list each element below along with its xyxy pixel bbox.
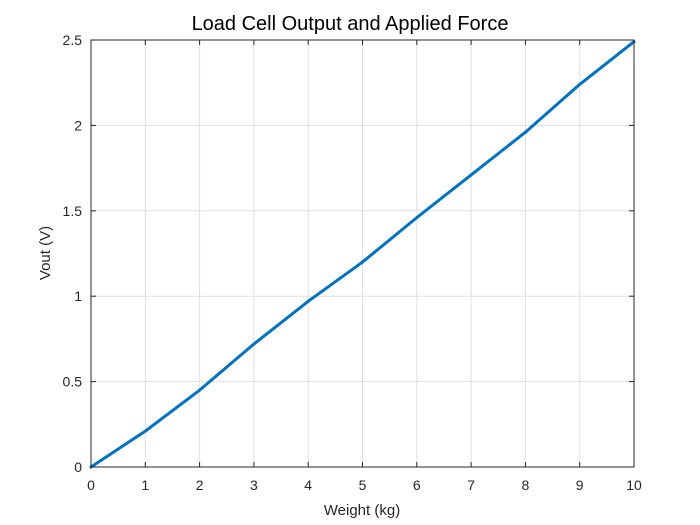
- y-axis-label: Vout (V): [37, 226, 54, 280]
- data-point: [143, 429, 147, 433]
- x-tick-label: 0: [87, 477, 95, 493]
- data-point: [523, 130, 527, 134]
- x-axis-label: Weight (kg): [324, 502, 400, 519]
- y-tick-label: 2.5: [63, 32, 83, 48]
- data-point: [578, 82, 582, 86]
- x-tick-label: 4: [304, 477, 312, 493]
- x-tick-label: 1: [141, 477, 149, 493]
- tick-labels: 0 1 2 3 4 5 6 7 8 9 10 0 0.5 1 1.5 2 2.5: [63, 32, 642, 493]
- y-tick-label: 1: [74, 288, 82, 304]
- data-point: [198, 388, 202, 392]
- data-point: [306, 299, 310, 303]
- x-tick-label: 8: [522, 477, 530, 493]
- data-point: [415, 216, 419, 220]
- x-tick-label: 5: [359, 477, 367, 493]
- chart-title: Load Cell Output and Applied Force: [192, 13, 509, 35]
- x-tick-label: 10: [626, 477, 642, 493]
- x-tick-label: 3: [250, 477, 258, 493]
- y-tick-label: 0: [74, 459, 82, 475]
- data-point: [252, 342, 256, 346]
- y-tick-label: 2: [74, 117, 82, 133]
- x-tick-label: 7: [467, 477, 475, 493]
- x-tick-label: 2: [196, 477, 204, 493]
- x-tick-label: 9: [576, 477, 584, 493]
- y-tick-label: 0.5: [63, 374, 83, 390]
- data-point: [469, 173, 473, 177]
- x-tick-label: 6: [413, 477, 421, 493]
- y-tick-label: 1.5: [63, 203, 83, 219]
- data-point: [361, 260, 364, 264]
- tick-marks: [90, 39, 635, 468]
